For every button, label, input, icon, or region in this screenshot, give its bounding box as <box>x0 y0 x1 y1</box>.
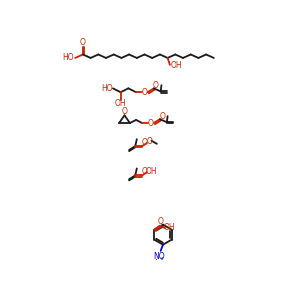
Text: ₂: ₂ <box>161 256 164 261</box>
Text: OH: OH <box>146 167 157 176</box>
Text: O: O <box>148 118 154 127</box>
Text: O: O <box>142 88 147 97</box>
Text: HO: HO <box>101 84 112 93</box>
Text: O: O <box>142 138 147 147</box>
Text: ·: · <box>155 255 158 265</box>
Text: HO: HO <box>62 53 74 62</box>
Text: O: O <box>158 218 164 226</box>
Text: O: O <box>159 112 165 121</box>
Text: O: O <box>122 107 128 116</box>
Text: O: O <box>146 137 152 146</box>
Text: O: O <box>142 167 147 176</box>
Text: NO: NO <box>153 253 165 262</box>
Text: O: O <box>80 38 86 47</box>
Text: OH: OH <box>163 223 175 232</box>
Text: OH: OH <box>170 61 182 70</box>
Text: O: O <box>153 81 159 90</box>
Text: OH: OH <box>115 99 127 108</box>
